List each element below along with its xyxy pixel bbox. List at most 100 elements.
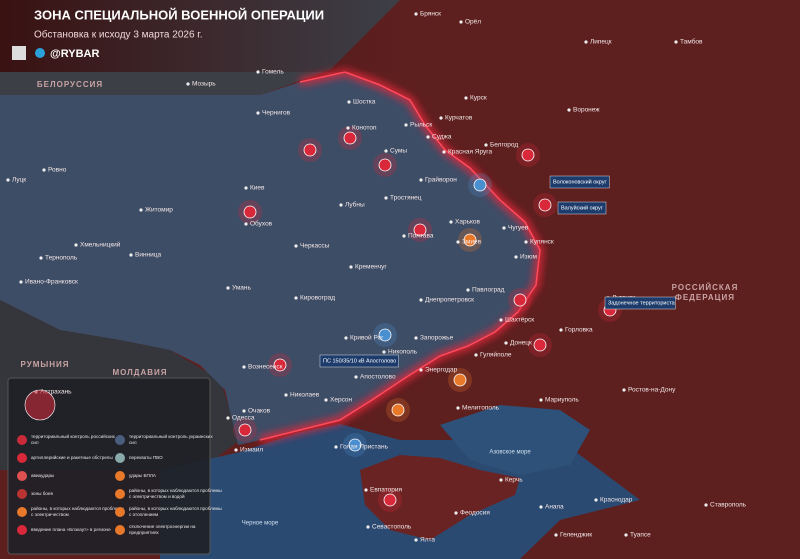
legend-icon [17,525,27,535]
city-dot [384,196,388,200]
city-dot [42,168,46,172]
city-dot [226,416,230,420]
city-label: Запорожье [420,335,454,342]
city-label: Умань [232,285,252,292]
event-marker [533,338,547,352]
city-dot [474,353,478,357]
legend-label: артиллерийские и ракетные обстрелы [31,454,113,460]
city-label: Рыльск [410,122,432,129]
city-dot [39,256,43,260]
city-label: Анапа [545,504,564,511]
city-label: Брянск [420,11,441,18]
city-dot [414,538,418,542]
city-dot [414,12,418,16]
city-label: Конотоп [352,125,377,132]
city-label: Мариуполь [545,397,579,404]
city-label: Кривой Рог [350,334,384,342]
city-label: Тамбов [680,38,703,46]
legend-label: территориальный контроль украинских сил [129,433,213,445]
qr-code [12,46,26,60]
callout-label: ПС 150/35/10 кВ Апостолово [323,358,396,364]
city-dot [402,234,406,238]
event-marker [378,328,392,342]
city-label: Красная Яруга [448,149,493,156]
city-label: Туапсе [630,532,651,539]
city-dot [129,253,133,257]
city-dot [256,70,260,74]
city-dot [244,222,248,226]
city-dot [74,243,78,247]
city-dot [456,406,460,410]
legend-label: районы, в которых наблюдаются проблемы с … [129,487,222,499]
city-dot [19,280,23,284]
city-dot [704,503,708,507]
city-dot [584,40,588,44]
city-dot [622,388,626,392]
azov-sea [440,405,590,475]
city-label: Евпатория [370,487,403,494]
city-dot [442,150,446,154]
city-dot [499,318,503,322]
city-label: Энергодар [425,367,458,374]
city-dot [234,448,238,452]
city-label: Апостолово [360,374,396,381]
city-dot [366,525,370,529]
city-label: Хмельницкий [80,241,121,249]
city-dot [594,498,598,502]
city-label: Вознесенск [248,364,283,371]
country-label: БЕЛОРУССИЯ [37,80,103,89]
city-dot [186,82,190,86]
city-label: Гуляйполе [480,351,512,359]
city-dot [504,341,508,345]
city-label: Винница [135,252,161,259]
city-label: Херсон [330,397,353,404]
legend-label: зоны боев [31,491,53,496]
city-label: Липецк [590,39,612,46]
city-dot [499,478,503,482]
city-label: Ивано-Франковск [25,279,78,286]
callout-box [549,175,610,189]
city-dot [502,226,506,230]
city-dot [256,111,260,115]
legend-line: районы, в которых наблюдаются проблемы [129,505,222,511]
event-marker [303,143,317,157]
city-label: Тернополь [45,255,78,262]
legend-label: районы, в которых наблюдаются проблемы с … [129,505,222,517]
city-dot [242,409,246,413]
city-dot [426,135,430,139]
event-marker [243,205,257,219]
country-line: РОССИЙСКАЯ [672,283,739,292]
legend-icon [115,471,125,481]
city-label: Днепропетровск [425,297,474,304]
legend-icon [115,507,125,517]
city-dot [242,365,246,369]
legend-icon [17,435,27,445]
city-dot [559,328,563,332]
title: ЗОНА СПЕЦИАЛЬНОЙ ВОЕННОЙ ОПЕРАЦИИ [34,7,324,22]
city-dot [456,240,460,244]
city-label: Измаил [240,447,263,454]
callout-box [604,296,676,310]
city-label: Воронеж [573,107,600,114]
legend-label: авиаудары [31,473,54,478]
city-label: Кременчуг [355,264,387,271]
city-label: Феодосия [460,510,490,517]
city-label: Суджа [432,134,452,141]
city-label: Змиев [462,239,482,246]
legend-label: введение плана «Блэкаут» в регионе [31,527,111,532]
city-label: Житомир [145,207,173,214]
sea-label: Азовское море [489,450,531,456]
city-label: Лубны [345,201,365,209]
legend-line: с электричеством [31,512,69,517]
city-label: Грайворон [425,176,457,184]
city-label: Горловка [565,327,593,334]
city-label: Белгород [490,142,518,149]
legend-icon [115,435,125,445]
city-label: Николаев [290,392,320,399]
legend-icon [115,489,125,499]
city-dot [464,96,468,100]
country-line: ФЕДЕРАЦИЯ [675,293,735,302]
city-dot [284,393,288,397]
legend-icon [17,507,27,517]
